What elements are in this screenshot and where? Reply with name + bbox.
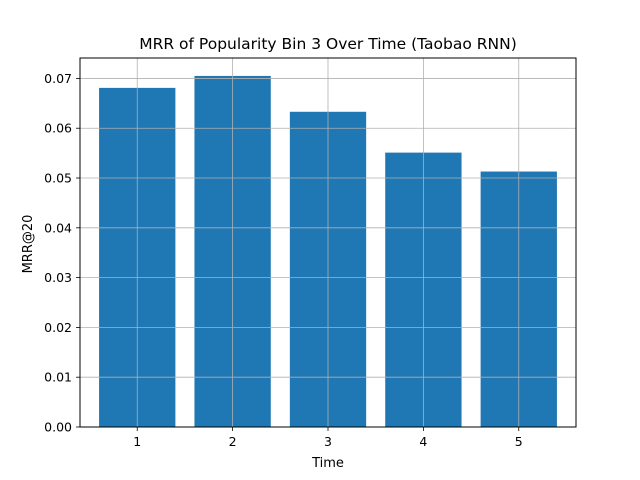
y-axis-label: MRR@20	[21, 215, 36, 274]
y-tick-label: 0.07	[44, 71, 72, 86]
y-axis-ticks: 0.00 0.01 0.02 0.03 0.04 0.05 0.06 0.07	[44, 71, 80, 435]
grid-lines-front	[80, 58, 576, 428]
x-tick-label: 5	[515, 434, 523, 449]
y-tick-label: 0.02	[44, 320, 72, 335]
y-tick-label: 0.05	[44, 171, 72, 186]
y-tick-label: 0.01	[44, 370, 72, 385]
y-tick-label: 0.00	[44, 420, 72, 435]
x-axis-ticks: 1 2 3 4 5	[133, 427, 523, 449]
y-tick-label: 0.04	[44, 220, 72, 235]
chart-title: MRR of Popularity Bin 3 Over Time (Taoba…	[139, 35, 517, 53]
x-axis-label: Time	[311, 456, 344, 471]
x-tick-label: 3	[324, 434, 332, 449]
x-tick-label: 2	[229, 434, 237, 449]
y-tick-label: 0.03	[44, 270, 72, 285]
x-tick-label: 4	[419, 434, 427, 449]
x-tick-label: 1	[133, 434, 141, 449]
y-tick-label: 0.06	[44, 121, 72, 136]
